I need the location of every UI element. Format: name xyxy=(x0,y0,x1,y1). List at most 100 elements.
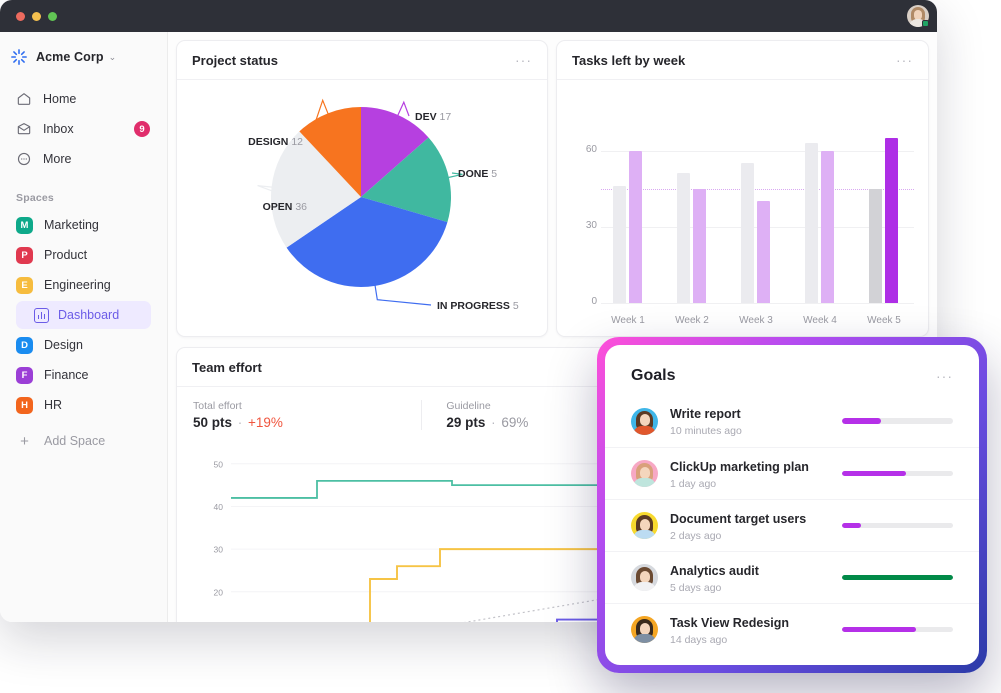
goal-progress-bar[interactable] xyxy=(842,626,953,633)
workspace-switcher[interactable]: Acme Corp ⌄ xyxy=(0,40,167,74)
online-status-indicator xyxy=(922,20,929,27)
avatar xyxy=(631,407,658,435)
goals-list: Write report 10 minutes ago ClickUp market… xyxy=(605,395,979,655)
pie-slice-in-progress[interactable] xyxy=(286,197,448,287)
bar-previous-week-5[interactable] xyxy=(869,188,882,303)
avatar-body xyxy=(633,634,656,643)
effort-stat-value: 50 pts · +19% xyxy=(193,415,407,430)
bar-group xyxy=(805,142,834,303)
avatar-body xyxy=(633,530,656,539)
effort-stat-percent: 69% xyxy=(501,415,529,430)
bar-previous-week-1[interactable] xyxy=(613,186,626,303)
sidebar-item-engineering[interactable]: E Engineering xyxy=(8,270,159,300)
card-project-status: Project status ··· DEV 17 DONE 5 IN PROGRE… xyxy=(176,40,548,337)
avatar xyxy=(631,564,658,591)
maximize-window-button[interactable] xyxy=(48,11,57,21)
avatar-face xyxy=(639,466,650,479)
pie-slice-open[interactable] xyxy=(271,131,361,248)
sidebar-item-marketing[interactable]: M Marketing xyxy=(8,210,159,240)
chevron-down-icon[interactable]: ⌄ xyxy=(108,51,117,62)
bar-current-week-3[interactable] xyxy=(757,201,770,303)
pie-chart-svg: DEV 17 DONE 5 IN PROGRESS 5 OPEN 36 DESIGN 1… xyxy=(248,98,519,312)
card-menu-icon[interactable]: ··· xyxy=(515,52,532,68)
sidebar-item-more[interactable]: More xyxy=(8,144,159,174)
pie-slice-done[interactable] xyxy=(361,137,451,223)
goal-row[interactable]: Write report 10 minutes ago xyxy=(605,395,979,447)
pie-label-dev: DEV 17 xyxy=(415,111,451,123)
minimize-window-button[interactable] xyxy=(32,11,41,21)
goal-row[interactable]: Document target users 2 days ago xyxy=(605,499,979,551)
bar-chart: 60 30 0 Week 1 Week 2 Week 3 Week 4 Week 5 xyxy=(557,80,928,336)
pie-slice-dev[interactable] xyxy=(361,107,429,197)
primary-nav: Home Inbox 9 xyxy=(0,84,167,174)
space-initial-badge: H xyxy=(16,396,33,414)
goal-row[interactable]: Task View Redesign 14 days ago xyxy=(605,603,979,655)
bar-current-week-1[interactable] xyxy=(629,150,642,303)
effort-stat-label: Guideline xyxy=(446,400,491,412)
x-axis-label: Week 3 xyxy=(739,315,773,326)
pie-callout-line xyxy=(374,283,432,306)
sidebar-item-design[interactable]: D Design xyxy=(8,330,159,360)
avatar xyxy=(631,616,658,643)
pie-slice-design[interactable] xyxy=(299,107,361,197)
card-menu-icon[interactable]: ··· xyxy=(896,52,913,68)
close-window-button[interactable] xyxy=(16,11,25,21)
goals-menu-icon[interactable]: ··· xyxy=(936,368,953,384)
goal-row[interactable]: ClickUp marketing plan 1 day ago xyxy=(605,447,979,499)
sidebar-item-hr[interactable]: H HR xyxy=(8,390,159,420)
bar-previous-week-2[interactable] xyxy=(677,173,690,303)
inbox-icon xyxy=(16,121,32,137)
bar-current-week-4[interactable] xyxy=(821,150,834,303)
goal-name: ClickUp marketing plan xyxy=(670,459,809,474)
bar-group xyxy=(869,137,898,303)
bar-current-week-5[interactable] xyxy=(885,137,898,303)
avatar-body xyxy=(633,582,656,591)
bar-current-week-2[interactable] xyxy=(693,188,706,303)
goal-row[interactable]: Analytics audit 5 days ago xyxy=(605,551,979,603)
card-header: Project status ··· xyxy=(177,41,547,80)
effort-stat-separator: · xyxy=(234,415,247,430)
goal-text: Document target users 2 days ago xyxy=(670,510,842,542)
avatar-body xyxy=(633,478,656,487)
goals-panel-frame: Goals ··· Write report 10 minutes ago Clic… xyxy=(597,337,987,673)
starburst-logo-icon xyxy=(10,48,28,66)
y-axis-tick: 0 xyxy=(591,296,597,307)
more-circle-icon xyxy=(16,151,32,167)
goal-progress-bar[interactable] xyxy=(842,574,953,581)
goal-progress-fill xyxy=(842,522,861,529)
x-axis-label: Week 1 xyxy=(611,315,645,326)
x-axis-label: Week 5 xyxy=(867,315,901,326)
sidebar-item-inbox-label: Inbox xyxy=(43,122,74,136)
gridline xyxy=(601,303,914,304)
sidebar-item-inbox[interactable]: Inbox 9 xyxy=(8,114,159,144)
y-axis-tick: 50 xyxy=(214,459,224,469)
add-space-button[interactable]: + Add Space xyxy=(8,426,159,456)
bar-previous-week-3[interactable] xyxy=(741,163,754,303)
goal-timestamp: 14 days ago xyxy=(670,633,728,646)
goal-name: Document target users xyxy=(670,511,807,526)
goal-progress-bar[interactable] xyxy=(842,470,953,477)
avatar-face xyxy=(639,622,650,635)
pie-callout-line xyxy=(257,185,314,207)
sidebar-item-dashboard[interactable]: Dashboard xyxy=(16,301,151,329)
goal-text: Analytics audit 5 days ago xyxy=(670,562,842,594)
add-space-label: Add Space xyxy=(44,434,106,448)
effort-stat: Guideline 29 pts · 69% xyxy=(421,400,674,430)
goal-progress-bar[interactable] xyxy=(842,418,953,424)
spaces-heading: Spaces xyxy=(16,192,54,204)
x-axis-label: Week 4 xyxy=(803,315,837,326)
sidebar-item-finance[interactable]: F Finance xyxy=(8,360,159,390)
sidebar: Acme Corp ⌄ Home xyxy=(0,32,168,622)
spaces-list: M Marketing P Product E Engineering Dash… xyxy=(0,210,167,420)
sidebar-item-home[interactable]: Home xyxy=(8,84,159,114)
bar-previous-week-4[interactable] xyxy=(805,142,818,303)
traffic-lights xyxy=(16,11,57,21)
page-title: Tasks left by week xyxy=(572,52,686,68)
card-header: Team effort xyxy=(177,348,928,387)
goal-text: Write report 10 minutes ago xyxy=(670,405,842,437)
inbox-unread-badge: 9 xyxy=(134,121,150,137)
goal-progress-bar[interactable] xyxy=(842,522,953,529)
sidebar-item-marketing-label: Marketing xyxy=(44,218,99,232)
sidebar-item-product[interactable]: P Product xyxy=(8,240,159,270)
sidebar-item-finance-label: Finance xyxy=(44,368,89,382)
